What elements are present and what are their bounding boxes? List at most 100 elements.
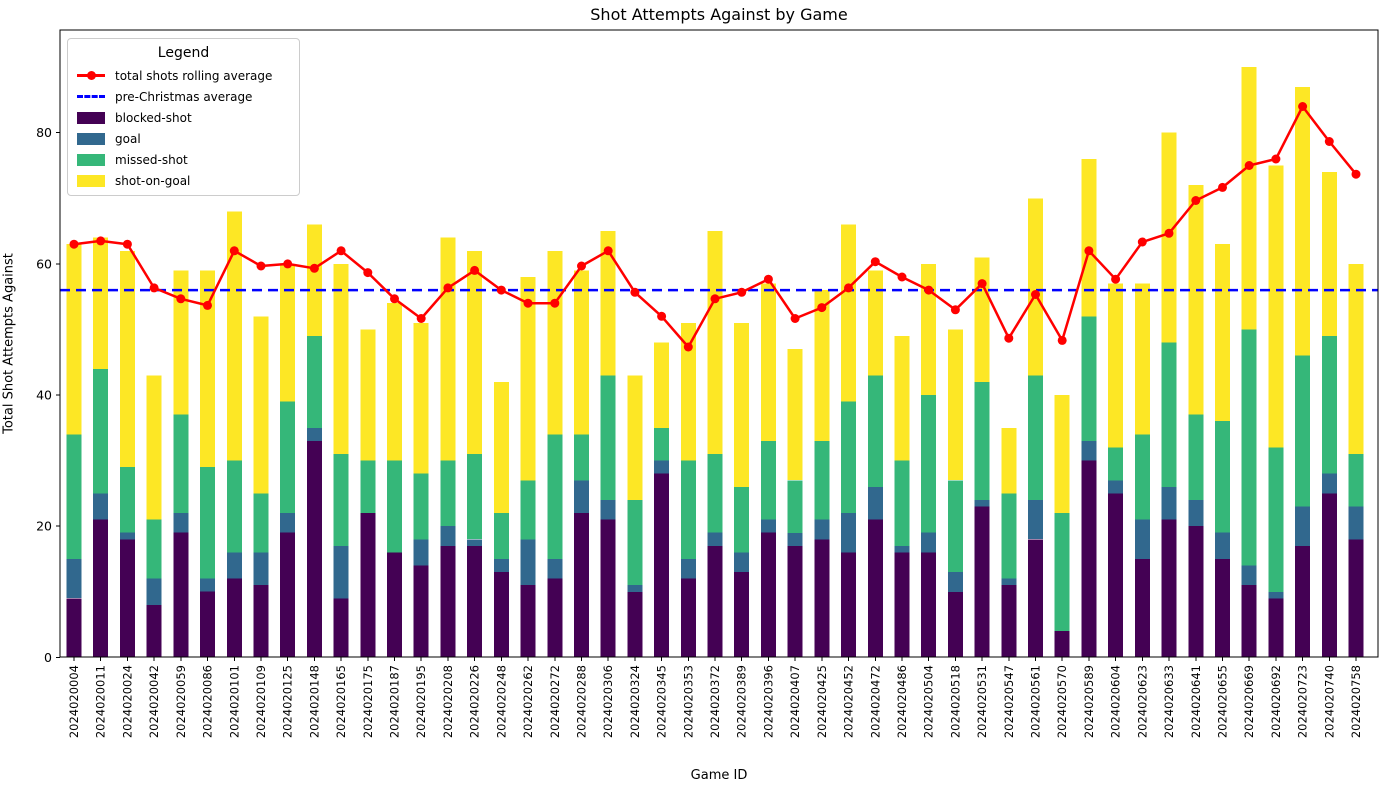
bar-segment-blocked-shot: [1054, 631, 1070, 658]
bar-segment-blocked-shot: [493, 572, 509, 658]
x-tick-label: 2024020518: [948, 665, 962, 738]
rolling-average-point: [817, 303, 827, 313]
bar-segment-blocked-shot: [894, 552, 910, 658]
bar-segment-goal: [600, 499, 616, 520]
rolling-average-point: [283, 259, 293, 269]
bar-stack: [760, 283, 776, 658]
bar-segment-goal: [680, 558, 696, 579]
y-tick-label: 80: [36, 125, 52, 140]
bar-stack: [841, 224, 856, 658]
bar-segment-missed-shot: [280, 401, 296, 514]
rolling-average-point: [1084, 246, 1094, 256]
bar-segment-shot-on-goal: [1268, 165, 1284, 448]
legend-label: pre-Christmas average: [115, 89, 253, 104]
bar-segment-goal: [1321, 473, 1337, 494]
bar-segment-shot-on-goal: [1188, 185, 1204, 415]
rolling-average-point: [1031, 290, 1040, 299]
x-tick-label: 2024020486: [895, 665, 909, 738]
bar-segment-blocked-shot: [387, 552, 402, 658]
missed-shot-swatch-icon: [77, 153, 107, 166]
bar-stack: [574, 270, 589, 658]
bar-segment-goal: [787, 532, 803, 546]
rolling-average-point: [977, 279, 987, 289]
legend-title: Legend: [157, 45, 210, 61]
bar-segment-shot-on-goal: [226, 211, 242, 461]
rolling-average-point: [1004, 333, 1014, 343]
bar-stack: [680, 322, 696, 658]
bar-stack: [1001, 427, 1017, 658]
bar-stack: [119, 250, 135, 658]
bar-stack: [974, 257, 990, 658]
bar-stack: [173, 270, 189, 658]
bar-segment-missed-shot: [1081, 316, 1097, 441]
bar-segment-missed-shot: [387, 460, 402, 553]
x-tick-label: 2024020547: [1002, 665, 1016, 738]
bar-segment-missed-shot: [1295, 355, 1311, 507]
x-tick-label: 2024020059: [174, 665, 188, 738]
bar-stack: [1081, 159, 1097, 658]
x-tick-label: 2024020758: [1349, 665, 1363, 738]
bar-segment-blocked-shot: [1134, 558, 1150, 658]
bar-segment-missed-shot: [306, 336, 322, 428]
bar-stack: [200, 270, 215, 658]
bar-segment-blocked-shot: [413, 565, 429, 658]
bar-segment-blocked-shot: [1268, 598, 1284, 658]
bar-segment-missed-shot: [413, 473, 429, 540]
bar-segment-blocked-shot: [280, 532, 296, 658]
bar-segment-goal: [493, 558, 509, 572]
bar-segment-shot-on-goal: [600, 231, 616, 376]
bar-segment-goal: [119, 532, 135, 540]
rolling-average-point: [1164, 228, 1174, 238]
x-tick-label: 2024020425: [815, 665, 829, 738]
legend-entry-rolling-average: total shots rolling average: [68, 65, 299, 86]
bar-segment-shot-on-goal: [680, 322, 696, 461]
x-tick-label: 2024020723: [1296, 665, 1310, 738]
bar-segment-shot-on-goal: [894, 336, 910, 461]
bar-segment-missed-shot: [867, 375, 883, 487]
bar-segment-missed-shot: [333, 454, 349, 546]
bar-segment-shot-on-goal: [734, 322, 750, 487]
legend-label: blocked-shot: [115, 110, 192, 125]
rolling-average-point: [363, 268, 373, 278]
bar-segment-shot-on-goal: [1054, 395, 1070, 513]
x-tick-label: 2024020262: [521, 665, 535, 738]
y-tick-label: 0: [44, 650, 52, 665]
x-tick-label: 2024020175: [361, 665, 375, 738]
bar-segment-goal: [1215, 532, 1230, 559]
rolling-average-point: [416, 314, 426, 323]
bar-segment-shot-on-goal: [867, 270, 883, 376]
bar-segment-missed-shot: [360, 460, 376, 514]
bar-stack: [1215, 244, 1230, 658]
bar-segment-missed-shot: [1001, 493, 1017, 579]
rolling-average-point: [630, 287, 640, 297]
bar-stack: [1241, 67, 1257, 658]
bar-stack: [947, 329, 963, 658]
bar-segment-blocked-shot: [1108, 493, 1124, 658]
bar-stack: [226, 211, 242, 658]
bar-segment-missed-shot: [947, 480, 963, 573]
bar-segment-missed-shot: [974, 381, 990, 500]
bar-segment-goal: [66, 558, 82, 599]
rolling-average-point: [336, 246, 346, 256]
x-tick-label: 2024020004: [67, 665, 81, 738]
rolling-average-point: [950, 305, 960, 315]
bar-segment-shot-on-goal: [66, 244, 82, 435]
chart-title: Shot Attempts Against by Game: [590, 5, 848, 24]
bar-stack: [547, 250, 563, 658]
x-tick-label: 2024020633: [1162, 665, 1176, 738]
rolling-average-point: [657, 311, 667, 321]
bar-segment-missed-shot: [1161, 342, 1177, 487]
rolling-average-point: [203, 300, 212, 310]
rolling-average-point: [844, 283, 853, 293]
bar-segment-shot-on-goal: [760, 283, 776, 441]
bar-stack: [1268, 165, 1284, 658]
bar-stack: [306, 224, 322, 658]
bar-segment-missed-shot: [1241, 329, 1257, 566]
bar-segment-goal: [280, 513, 296, 533]
bar-segment-blocked-shot: [119, 539, 135, 658]
bar-segment-shot-on-goal: [253, 316, 269, 494]
bar-segment-blocked-shot: [600, 519, 616, 658]
bar-segment-shot-on-goal: [1295, 86, 1311, 356]
legend-label: total shots rolling average: [115, 68, 273, 83]
bar-stack: [387, 303, 402, 658]
